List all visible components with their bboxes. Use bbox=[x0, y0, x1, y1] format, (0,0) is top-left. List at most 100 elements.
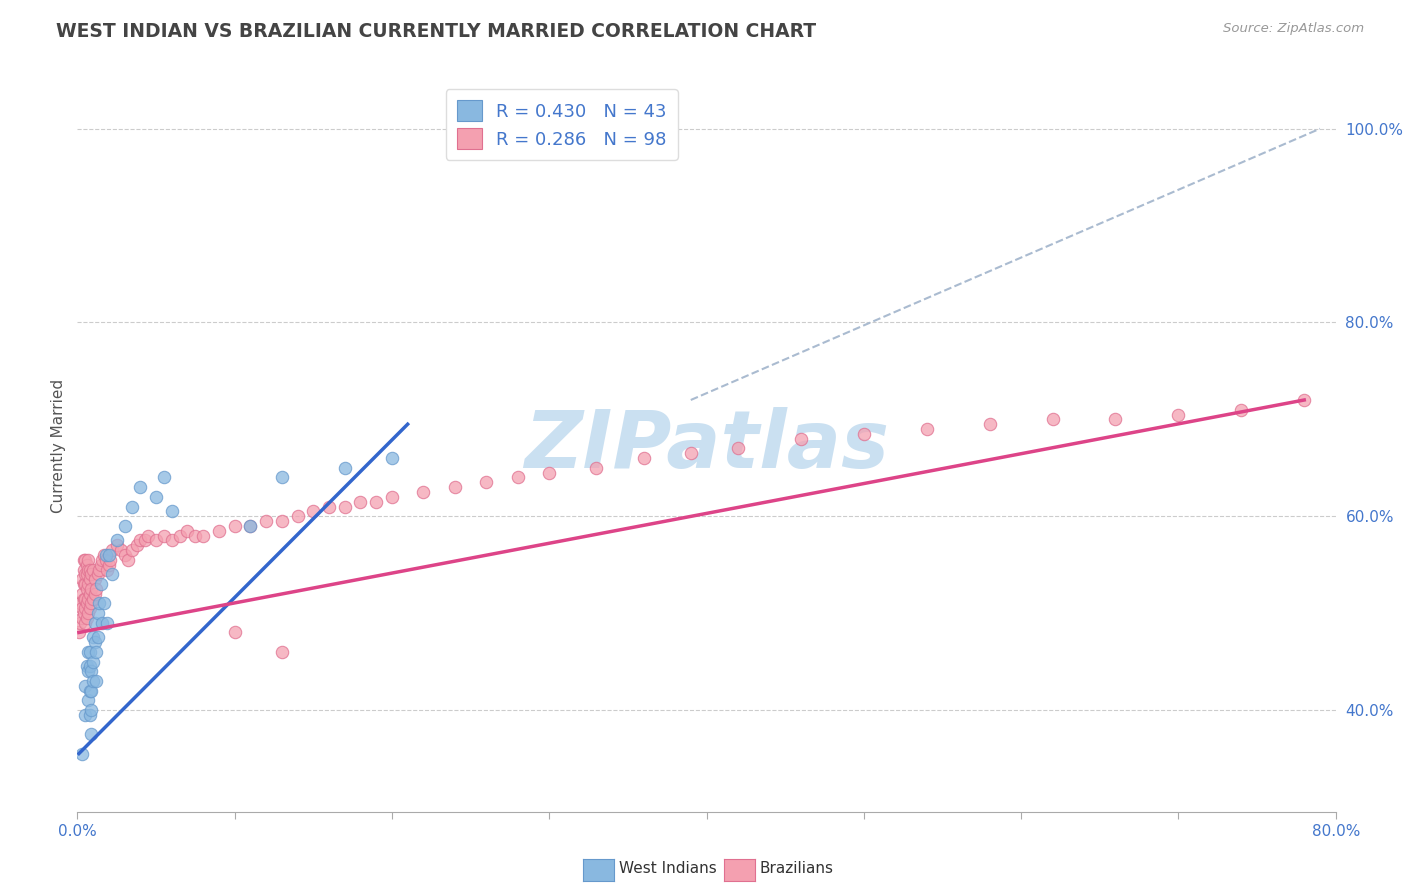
Point bbox=[70, 572, 93, 586]
Point bbox=[184, 528, 207, 542]
Point bbox=[114, 519, 136, 533]
Point bbox=[75, 567, 97, 582]
Point bbox=[224, 519, 246, 533]
Point bbox=[77, 562, 100, 576]
Point bbox=[412, 485, 434, 500]
Point bbox=[160, 533, 183, 548]
Point bbox=[270, 514, 292, 528]
Y-axis label: Currently Married: Currently Married bbox=[51, 379, 66, 513]
Point bbox=[1104, 412, 1126, 426]
Point bbox=[70, 587, 93, 601]
Point bbox=[101, 567, 124, 582]
Point bbox=[444, 480, 467, 494]
Point bbox=[70, 747, 93, 761]
Point bbox=[254, 514, 277, 528]
Point bbox=[93, 548, 115, 562]
Point bbox=[333, 460, 356, 475]
Point bbox=[79, 645, 101, 659]
Legend: R = 0.430   N = 43, R = 0.286   N = 98: R = 0.430 N = 43, R = 0.286 N = 98 bbox=[446, 89, 678, 160]
Point bbox=[208, 524, 231, 538]
Point bbox=[105, 533, 128, 548]
Point bbox=[127, 538, 149, 552]
Point bbox=[80, 665, 103, 679]
Point bbox=[83, 587, 105, 601]
Point bbox=[538, 466, 561, 480]
Point bbox=[585, 460, 607, 475]
Point bbox=[1230, 402, 1253, 417]
Point bbox=[77, 606, 100, 620]
Point bbox=[75, 615, 97, 630]
Point bbox=[679, 446, 702, 460]
Point bbox=[145, 533, 167, 548]
Point bbox=[136, 528, 159, 542]
Point bbox=[349, 494, 371, 508]
Text: ZIPatlas: ZIPatlas bbox=[524, 407, 889, 485]
Point bbox=[145, 490, 167, 504]
Point bbox=[72, 591, 94, 606]
Point bbox=[117, 553, 139, 567]
Point bbox=[76, 567, 98, 582]
Point bbox=[75, 707, 97, 722]
Point bbox=[89, 596, 111, 610]
Point bbox=[79, 659, 101, 673]
Point bbox=[121, 543, 143, 558]
Point bbox=[239, 519, 262, 533]
Point bbox=[110, 543, 132, 558]
Point bbox=[191, 528, 215, 542]
Point bbox=[72, 577, 94, 591]
Point bbox=[75, 601, 97, 615]
Point bbox=[239, 519, 262, 533]
Point bbox=[87, 567, 110, 582]
Point bbox=[76, 596, 98, 610]
Point bbox=[97, 558, 120, 572]
Point bbox=[270, 645, 292, 659]
Point bbox=[475, 475, 498, 490]
Point bbox=[69, 596, 91, 610]
Point bbox=[80, 703, 103, 717]
Point bbox=[76, 582, 98, 596]
Point bbox=[94, 553, 117, 567]
Point bbox=[318, 500, 340, 514]
Point bbox=[381, 451, 404, 466]
Point bbox=[76, 659, 98, 673]
Point bbox=[96, 615, 118, 630]
Point bbox=[91, 553, 114, 567]
Point bbox=[114, 548, 136, 562]
Point bbox=[727, 442, 749, 456]
Point bbox=[333, 500, 356, 514]
Point bbox=[80, 582, 103, 596]
Point bbox=[72, 606, 94, 620]
Point bbox=[97, 548, 120, 562]
Point bbox=[852, 426, 875, 441]
Point bbox=[790, 432, 813, 446]
Point bbox=[224, 625, 246, 640]
Point bbox=[75, 553, 97, 567]
Point bbox=[153, 470, 176, 484]
Point bbox=[83, 572, 105, 586]
Point bbox=[76, 611, 98, 625]
Point bbox=[270, 470, 292, 484]
Point bbox=[82, 591, 104, 606]
Point bbox=[129, 533, 152, 548]
Point bbox=[302, 504, 325, 518]
Point bbox=[105, 538, 128, 552]
Point bbox=[979, 417, 1001, 432]
Text: WEST INDIAN VS BRAZILIAN CURRENTLY MARRIED CORRELATION CHART: WEST INDIAN VS BRAZILIAN CURRENTLY MARRI… bbox=[56, 22, 817, 41]
Point bbox=[82, 562, 104, 576]
Point bbox=[80, 727, 103, 741]
Text: Source: ZipAtlas.com: Source: ZipAtlas.com bbox=[1223, 22, 1364, 36]
Point bbox=[134, 533, 156, 548]
Point bbox=[153, 528, 176, 542]
Point bbox=[72, 553, 94, 567]
Point bbox=[84, 582, 107, 596]
Point bbox=[89, 562, 111, 576]
Point bbox=[96, 562, 118, 576]
Point bbox=[82, 631, 104, 645]
Point bbox=[98, 553, 121, 567]
Point bbox=[82, 673, 104, 688]
Point bbox=[77, 645, 100, 659]
Point bbox=[79, 601, 101, 615]
Point bbox=[70, 611, 93, 625]
Point bbox=[77, 665, 100, 679]
Point bbox=[1042, 412, 1064, 426]
